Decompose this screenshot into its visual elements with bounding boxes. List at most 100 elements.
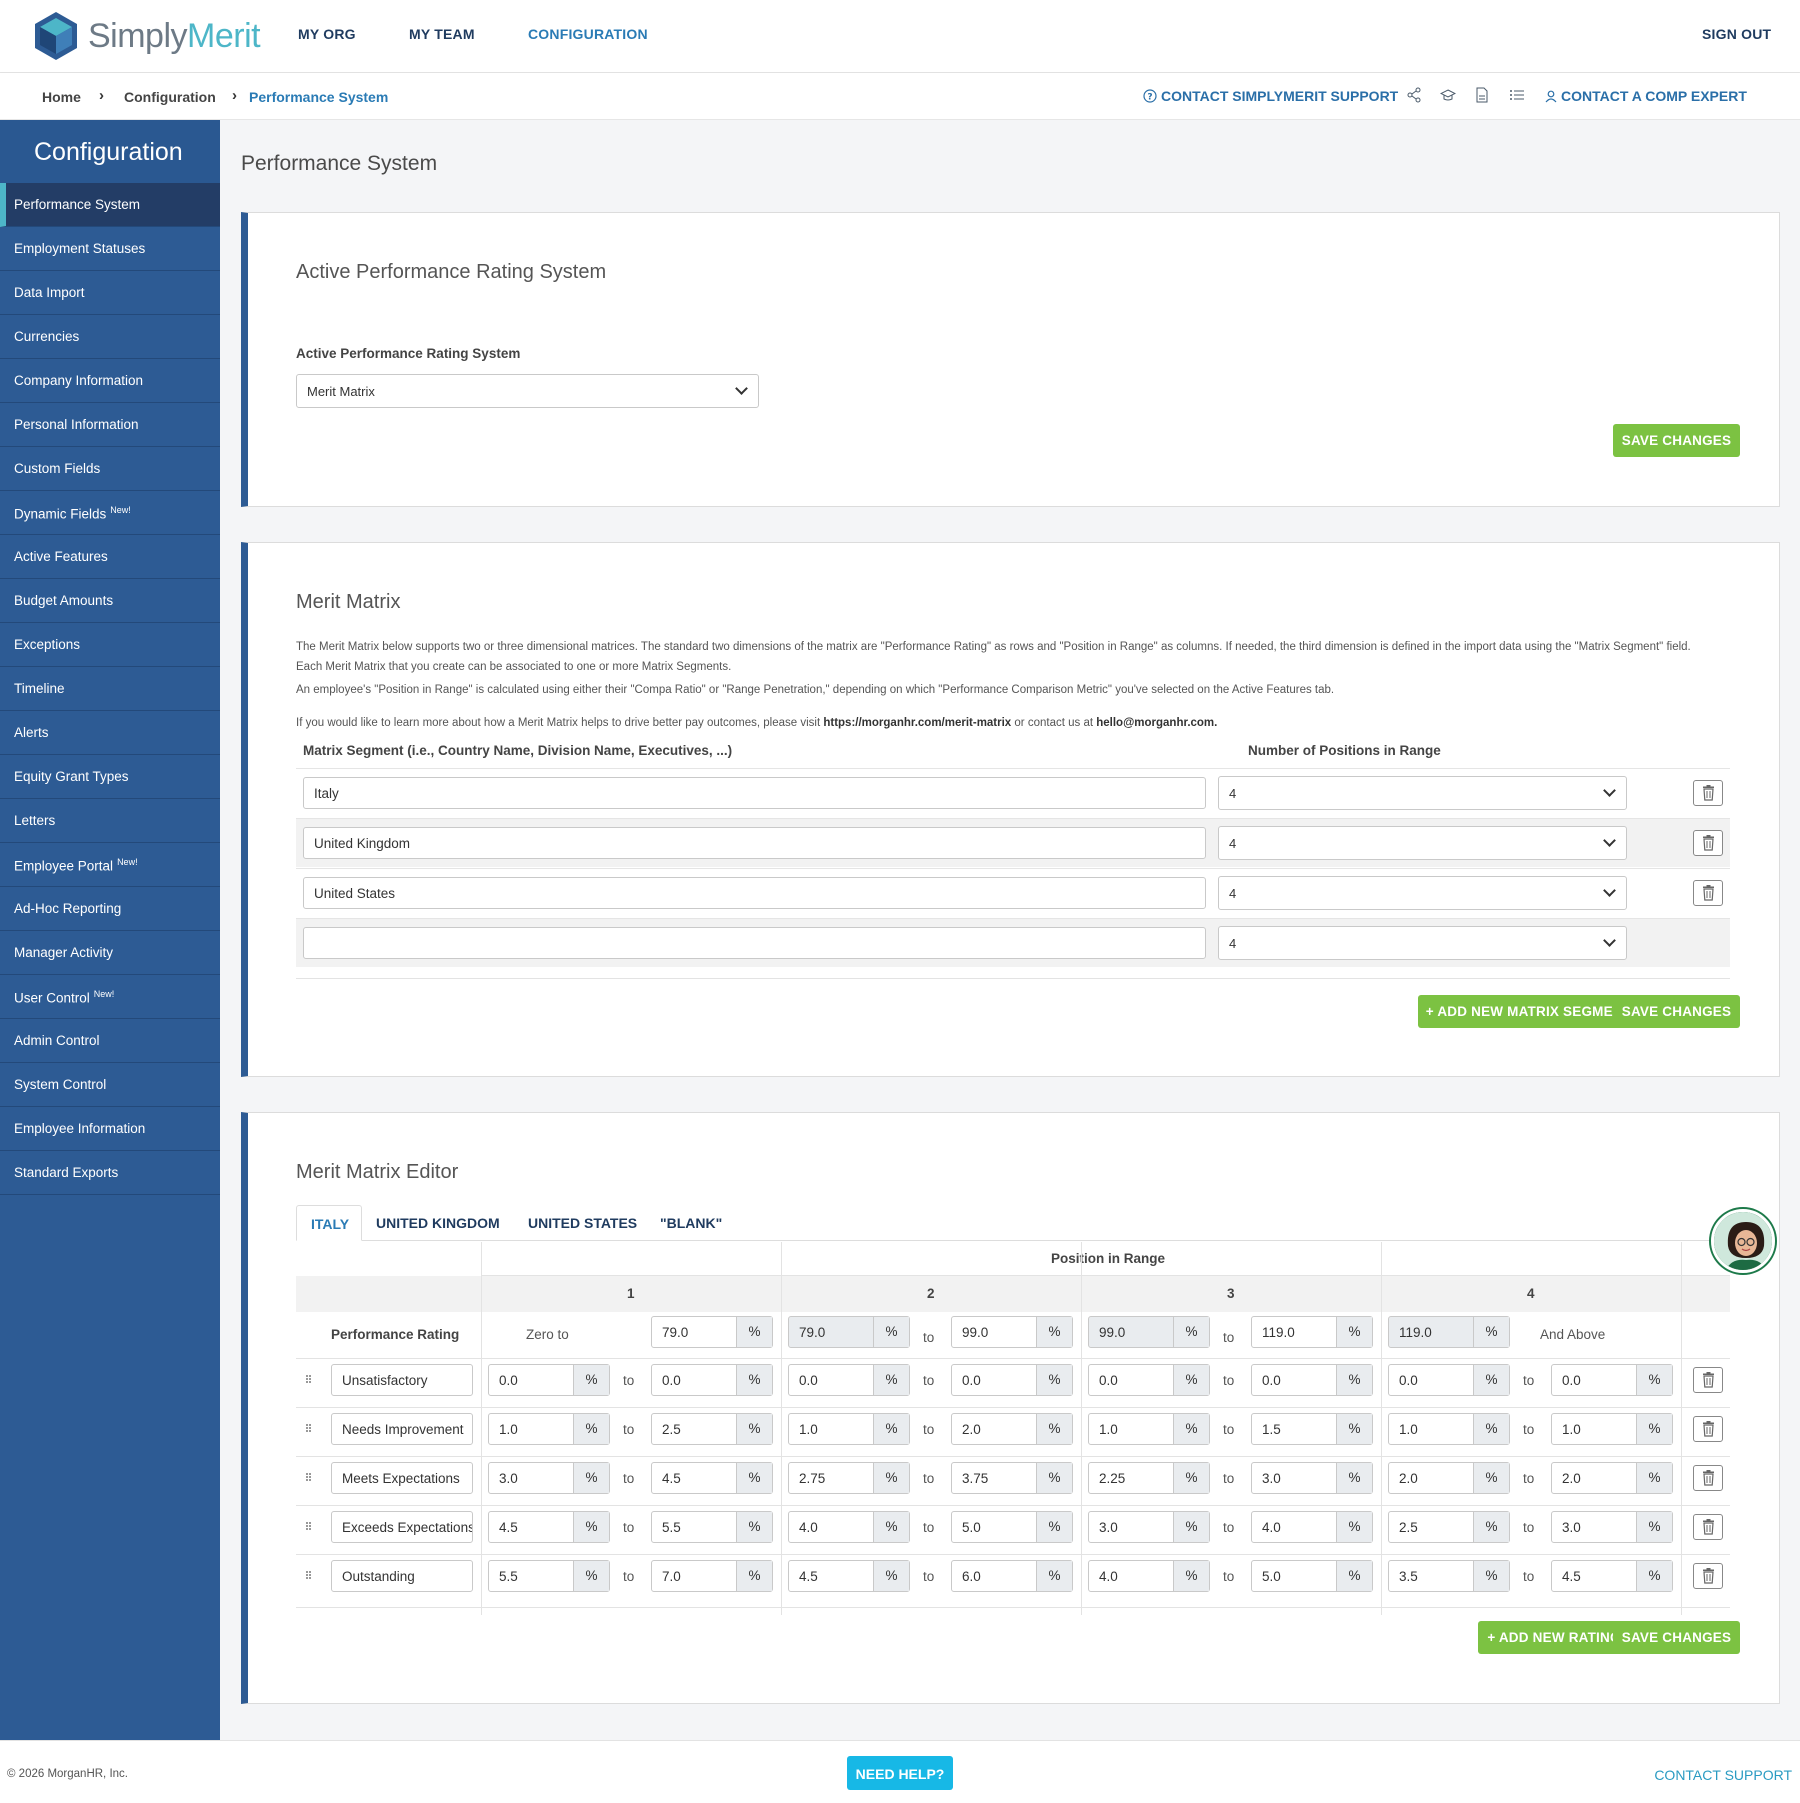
sidebar-item[interactable]: Currencies (0, 315, 220, 359)
merit-min-input[interactable]: 1.0% (1088, 1413, 1210, 1445)
add-rating-button[interactable]: + ADD NEW RATING (1478, 1621, 1630, 1654)
rating-name-input[interactable]: Exceeds Expectations (331, 1511, 473, 1543)
sidebar-item[interactable]: Alerts (0, 711, 220, 755)
merit-max-input[interactable]: 1.5% (1251, 1413, 1373, 1445)
merit-min-input[interactable]: 1.0% (1388, 1413, 1510, 1445)
drag-handle-icon[interactable] (306, 1472, 312, 1484)
nav-configuration[interactable]: CONFIGURATION (528, 26, 648, 42)
save-changes-button[interactable]: SAVE CHANGES (1613, 424, 1740, 457)
merit-max-input[interactable]: 3.0% (1551, 1511, 1673, 1543)
merit-min-input[interactable]: 4.0% (1088, 1560, 1210, 1592)
merit-max-input[interactable]: 0.0% (951, 1364, 1073, 1396)
segment-name-input[interactable]: United Kingdom (303, 827, 1206, 859)
sidebar-item[interactable]: Exceptions (0, 623, 220, 667)
sidebar-item[interactable]: Ad-Hoc Reporting (0, 887, 220, 931)
merit-min-input[interactable]: 0.0% (788, 1364, 910, 1396)
sidebar-item[interactable]: Data Import (0, 271, 220, 315)
footer-contact-support-link[interactable]: CONTACT SUPPORT (1654, 1767, 1792, 1783)
sidebar-item[interactable]: Performance System (0, 183, 220, 227)
merit-min-input[interactable]: 5.5% (488, 1560, 610, 1592)
merit-max-input[interactable]: 4.5% (1551, 1560, 1673, 1592)
sidebar-item[interactable]: Custom Fields (0, 447, 220, 491)
breadcrumb-home[interactable]: Home (42, 89, 81, 105)
positions-select[interactable]: 4 (1218, 926, 1627, 960)
merit-min-input[interactable]: 0.0% (488, 1364, 610, 1396)
segment-name-input[interactable]: United States (303, 877, 1206, 909)
add-matrix-segment-button[interactable]: + ADD NEW MATRIX SEGMENT (1418, 995, 1639, 1028)
sidebar-item[interactable]: Budget Amounts (0, 579, 220, 623)
merit-min-input[interactable]: 3.0% (1088, 1511, 1210, 1543)
contact-comp-expert-link[interactable]: CONTACT A COMP EXPERT (1545, 88, 1747, 104)
nav-my-org[interactable]: MY ORG (298, 26, 356, 42)
merit-max-input[interactable]: 3.75% (951, 1462, 1073, 1494)
positions-select[interactable]: 4 (1218, 876, 1627, 910)
sidebar-item[interactable]: Company Information (0, 359, 220, 403)
merit-max-input[interactable]: 5.0% (951, 1511, 1073, 1543)
document-icon[interactable] (1475, 87, 1489, 103)
merit-min-input[interactable]: 2.25% (1088, 1462, 1210, 1494)
assistant-avatar[interactable] (1711, 1209, 1775, 1273)
sidebar-item[interactable]: Employee Information (0, 1107, 220, 1151)
merit-max-input[interactable]: 0.0% (1251, 1364, 1373, 1396)
sidebar-item[interactable]: Manager Activity (0, 931, 220, 975)
merit-max-input[interactable]: 6.0% (951, 1560, 1073, 1592)
merit-min-input[interactable]: 0.0% (1088, 1364, 1210, 1396)
segment-name-input[interactable]: Italy (303, 777, 1206, 809)
save-changes-button[interactable]: SAVE CHANGES (1613, 995, 1740, 1028)
drag-handle-icon[interactable] (306, 1423, 312, 1435)
rating-name-input[interactable]: Meets Expectations (331, 1462, 473, 1494)
merit-max-input[interactable]: 5.5% (651, 1511, 773, 1543)
range-bound-input[interactable]: 79.0% (651, 1316, 773, 1348)
segment-name-input[interactable] (303, 927, 1206, 959)
sign-out-link[interactable]: SIGN OUT (1702, 26, 1772, 42)
merit-min-input[interactable]: 1.0% (488, 1413, 610, 1445)
tab-united-states[interactable]: UNITED STATES (528, 1215, 638, 1231)
merit-max-input[interactable]: 4.0% (1251, 1511, 1373, 1543)
merit-min-input[interactable]: 2.75% (788, 1462, 910, 1494)
delete-segment-button[interactable] (1693, 830, 1723, 856)
drag-handle-icon[interactable] (306, 1521, 312, 1533)
merit-min-input[interactable]: 2.5% (1388, 1511, 1510, 1543)
drag-handle-icon[interactable] (306, 1570, 312, 1582)
merit-max-input[interactable]: 0.0% (1551, 1364, 1673, 1396)
rating-name-input[interactable]: Outstanding (331, 1560, 473, 1592)
positions-select[interactable]: 4 (1218, 826, 1627, 860)
sidebar-item[interactable]: Equity Grant Types (0, 755, 220, 799)
rating-name-input[interactable]: Needs Improvement (331, 1413, 473, 1445)
sidebar-item[interactable]: Employee Portal New! (0, 843, 220, 887)
drag-handle-icon[interactable] (306, 1374, 312, 1386)
merit-min-input[interactable]: 3.0% (488, 1462, 610, 1494)
tab-united-kingdom[interactable]: UNITED KINGDOM (376, 1215, 500, 1231)
sidebar-item[interactable]: User Control New! (0, 975, 220, 1019)
tab-blank[interactable]: "BLANK" (660, 1215, 723, 1231)
nav-my-team[interactable]: MY TEAM (409, 26, 475, 42)
sidebar-item[interactable]: Letters (0, 799, 220, 843)
rating-name-input[interactable]: Unsatisfactory (331, 1364, 473, 1396)
delete-rating-button[interactable] (1693, 1563, 1723, 1589)
merit-max-input[interactable]: 2.0% (1551, 1462, 1673, 1494)
merit-min-input[interactable]: 4.5% (488, 1511, 610, 1543)
sidebar-item[interactable]: Admin Control (0, 1019, 220, 1063)
range-bound-input[interactable]: 99.0% (951, 1316, 1073, 1348)
positions-select[interactable]: 4 (1218, 776, 1627, 810)
merit-min-input[interactable]: 3.5% (1388, 1560, 1510, 1592)
breadcrumb-configuration[interactable]: Configuration (124, 89, 216, 105)
merit-min-input[interactable]: 4.0% (788, 1511, 910, 1543)
merit-matrix-link[interactable]: https://morganhr.com/merit-matrix (823, 717, 1012, 729)
merit-max-input[interactable]: 5.0% (1251, 1560, 1373, 1592)
tab-italy[interactable]: ITALY (296, 1205, 362, 1241)
delete-rating-button[interactable] (1693, 1367, 1723, 1393)
sidebar-item[interactable]: Employment Statuses (0, 227, 220, 271)
share-icon[interactable] (1406, 87, 1422, 103)
contact-support-link[interactable]: ? CONTACT SIMPLYMERIT SUPPORT (1143, 88, 1398, 104)
email-link[interactable]: hello@morganhr.com. (1096, 717, 1218, 729)
delete-rating-button[interactable] (1693, 1514, 1723, 1540)
range-bound-input[interactable]: 119.0% (1251, 1316, 1373, 1348)
sidebar-item[interactable]: Standard Exports (0, 1151, 220, 1195)
merit-min-input[interactable]: 1.0% (788, 1413, 910, 1445)
sidebar-item[interactable]: System Control (0, 1063, 220, 1107)
merit-max-input[interactable]: 4.5% (651, 1462, 773, 1494)
need-help-button[interactable]: NEED HELP? (847, 1756, 953, 1790)
sidebar-item[interactable]: Timeline (0, 667, 220, 711)
merit-max-input[interactable]: 2.5% (651, 1413, 773, 1445)
